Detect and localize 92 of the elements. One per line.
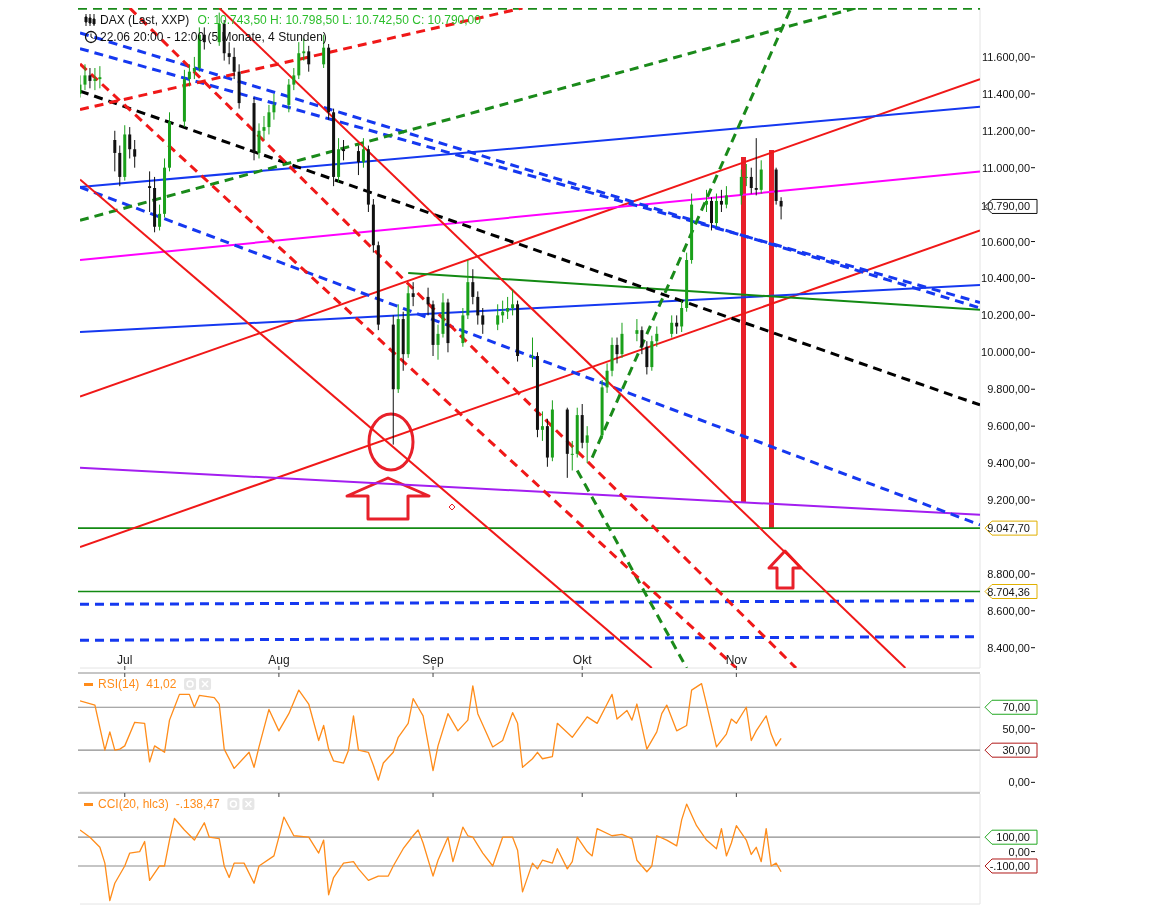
candlestick: [411, 281, 415, 307]
y-tick-label: 9.800,00: [987, 383, 1030, 396]
candlestick: [615, 337, 619, 364]
candlestick: [749, 167, 753, 195]
candlestick: [719, 189, 723, 213]
candlestick: [80, 74, 82, 99]
candlestick: [187, 63, 191, 87]
candlestick: [83, 63, 87, 91]
candlestick: [476, 290, 480, 326]
annotation: 41,02: [146, 677, 177, 691]
y-tick-label: 9.200,00: [987, 494, 1030, 506]
candlestick: [705, 189, 709, 213]
candlestick: [262, 115, 266, 141]
x-tick-label: Sep: [422, 653, 445, 667]
y-tick-label: 11.000,00: [981, 161, 1030, 174]
candlestick: [709, 196, 713, 231]
y-tick-label: 50,00: [1002, 722, 1030, 735]
candlestick: [307, 45, 311, 73]
candlestick: [759, 159, 763, 195]
candlestick: [257, 122, 261, 159]
candlestick: [530, 337, 534, 368]
candlestick: [481, 307, 485, 335]
y-tick-label: 100,00: [996, 831, 1030, 844]
y-tick-label: 11.600,00: [981, 50, 1030, 63]
y-tick-label: 11.400,00: [981, 87, 1030, 100]
candlestick: [287, 78, 291, 113]
price-tag: 10.790,00: [981, 198, 1038, 214]
ref-line-label: 9.047,70: [987, 522, 1030, 535]
candlestick: [506, 296, 510, 320]
ref-line-label: 30,00: [1002, 744, 1030, 757]
y-tick-label: 8.400,00: [987, 641, 1030, 654]
text: DAX (Last, XXP): [100, 13, 190, 27]
candlestick: [361, 137, 365, 169]
candlestick: [436, 324, 440, 361]
candlestick: [640, 325, 644, 355]
ref-line-label: 8.704,36: [987, 585, 1030, 598]
y-tick-label: 9.600,00: [987, 420, 1030, 433]
candlestick: [133, 139, 137, 169]
candlestick: [645, 340, 649, 375]
y-tick-label: 10.400,00: [981, 272, 1030, 285]
candlestick: [128, 126, 132, 159]
y-tick-label: 0,00: [1008, 845, 1030, 858]
legend-label: RSI(14): [98, 677, 140, 691]
candlestick: [739, 169, 743, 206]
x-tick-label: Aug: [268, 653, 290, 667]
candlestick: [267, 104, 271, 135]
candlestick: [540, 410, 544, 442]
candlestick: [744, 163, 748, 187]
candlestick: [356, 145, 360, 176]
candlestick: [724, 185, 728, 209]
candlestick: [227, 41, 231, 65]
y-tick-label: 10.200,00: [981, 309, 1030, 322]
candlestick: [511, 289, 515, 316]
candlestick: [98, 65, 102, 89]
ref-line-label: 70,00: [1002, 701, 1030, 714]
candlestick: [272, 93, 276, 121]
candlestick: [192, 56, 196, 80]
candlestick: [585, 425, 589, 464]
annotation: -.138,47: [175, 797, 221, 811]
legend-label: CCI(20, hlc3): [98, 797, 169, 811]
candlestick: [620, 322, 624, 359]
x-tick-label: Jul: [117, 653, 133, 667]
candlestick: [292, 67, 296, 91]
candlestick: [570, 440, 574, 471]
y-tick-label: 8.600,00: [987, 604, 1030, 617]
candlestick: [232, 47, 236, 80]
candlestick: [680, 300, 684, 333]
y-tick-label: 9.400,00: [987, 457, 1030, 470]
candlestick: [113, 130, 117, 172]
candlestick: [670, 314, 674, 339]
candlestick: [471, 268, 475, 305]
x-tick-label: Okt: [572, 653, 593, 667]
candlestick: [714, 193, 718, 228]
y-tick-label: 10.600,00: [981, 235, 1030, 248]
candlestick: [655, 325, 659, 348]
x-tick-label: Nov: [725, 653, 748, 667]
candlestick: [754, 137, 758, 196]
y-tick-label: 11.200,00: [981, 124, 1030, 137]
candlestick: [635, 318, 639, 342]
y-tick-label: -.100,00: [989, 859, 1030, 872]
y-tick-label: 0,00: [1008, 776, 1030, 789]
candlestick: [118, 145, 122, 187]
y-tick-label: 10.000,00: [981, 346, 1030, 359]
candlestick: [88, 67, 92, 89]
candlestick: [605, 362, 609, 394]
candlestick: [342, 139, 346, 161]
candlestick: [93, 67, 97, 91]
candlestick: [158, 204, 162, 231]
candlestick: [496, 303, 500, 331]
candlestick: [148, 170, 152, 213]
candlestick: [426, 287, 430, 316]
y-tick-label: 8.800,00: [987, 567, 1030, 580]
